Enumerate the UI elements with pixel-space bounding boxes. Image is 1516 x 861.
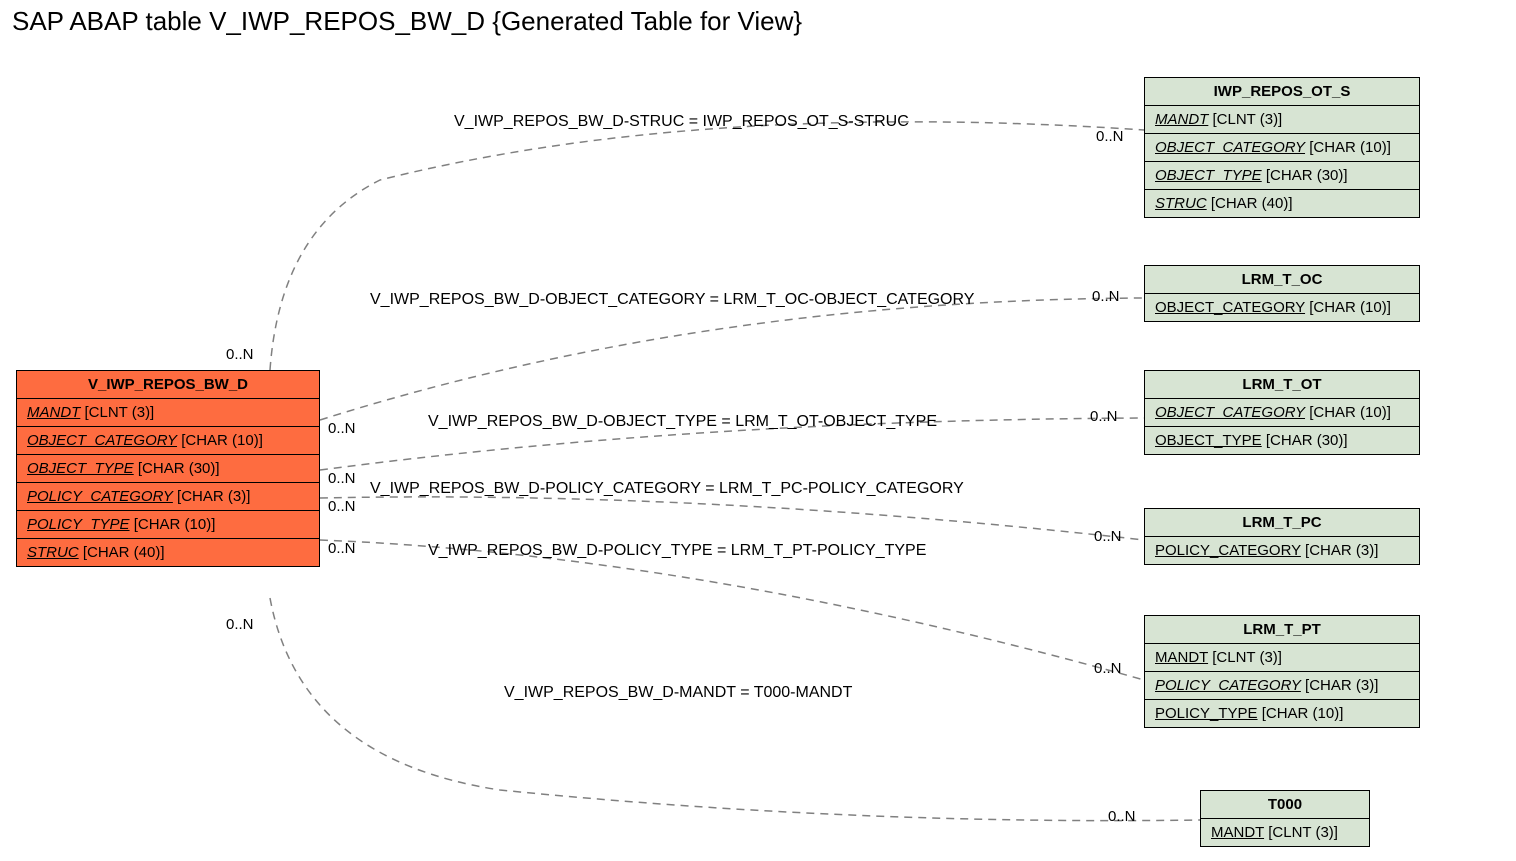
cardinality-source: 0..N bbox=[328, 420, 356, 437]
entity-field: MANDT [CLNT (3)] bbox=[1145, 644, 1419, 672]
edge-label: V_IWP_REPOS_BW_D-STRUC = IWP_REPOS_OT_S-… bbox=[454, 113, 909, 131]
entity-field: OBJECT_CATEGORY [CHAR (10)] bbox=[1145, 134, 1419, 162]
edge-label: V_IWP_REPOS_BW_D-POLICY_TYPE = LRM_T_PT-… bbox=[428, 542, 926, 560]
edge-label: V_IWP_REPOS_BW_D-MANDT = T000-MANDT bbox=[504, 684, 852, 702]
entity-field: POLICY_CATEGORY [CHAR (3)] bbox=[1145, 537, 1419, 564]
entity-header: LRM_T_OC bbox=[1145, 266, 1419, 294]
entity-field: MANDT [CLNT (3)] bbox=[1201, 819, 1369, 846]
entity-field: OBJECT_TYPE [CHAR (30)] bbox=[17, 455, 319, 483]
entity-field: OBJECT_CATEGORY [CHAR (10)] bbox=[17, 427, 319, 455]
cardinality-source: 0..N bbox=[226, 346, 254, 363]
entity-lrm_t_oc: LRM_T_OCOBJECT_CATEGORY [CHAR (10)] bbox=[1144, 265, 1420, 322]
entity-header: LRM_T_PC bbox=[1145, 509, 1419, 537]
cardinality-source: 0..N bbox=[328, 498, 356, 515]
entity-v_iwp_repos_bw_d: V_IWP_REPOS_BW_DMANDT [CLNT (3)]OBJECT_C… bbox=[16, 370, 320, 567]
entity-field: OBJECT_CATEGORY [CHAR (10)] bbox=[1145, 399, 1419, 427]
edge-label: V_IWP_REPOS_BW_D-OBJECT_TYPE = LRM_T_OT-… bbox=[428, 413, 937, 431]
cardinality-source: 0..N bbox=[328, 540, 356, 557]
entity-header: V_IWP_REPOS_BW_D bbox=[17, 371, 319, 399]
entity-field: POLICY_CATEGORY [CHAR (3)] bbox=[1145, 672, 1419, 700]
cardinality-source: 0..N bbox=[328, 470, 356, 487]
entity-field: STRUC [CHAR (40)] bbox=[17, 539, 319, 566]
entity-field: POLICY_TYPE [CHAR (10)] bbox=[1145, 700, 1419, 727]
edge-label: V_IWP_REPOS_BW_D-POLICY_CATEGORY = LRM_T… bbox=[370, 480, 964, 498]
cardinality-dest: 0..N bbox=[1096, 128, 1124, 145]
entity-t000: T000MANDT [CLNT (3)] bbox=[1200, 790, 1370, 847]
cardinality-dest: 0..N bbox=[1094, 660, 1122, 677]
entity-field: OBJECT_TYPE [CHAR (30)] bbox=[1145, 162, 1419, 190]
entity-lrm_t_pc: LRM_T_PCPOLICY_CATEGORY [CHAR (3)] bbox=[1144, 508, 1420, 565]
cardinality-dest: 0..N bbox=[1090, 408, 1118, 425]
entity-field: MANDT [CLNT (3)] bbox=[17, 399, 319, 427]
page-title: SAP ABAP table V_IWP_REPOS_BW_D {Generat… bbox=[12, 6, 802, 37]
cardinality-dest: 0..N bbox=[1092, 288, 1120, 305]
entity-field: POLICY_TYPE [CHAR (10)] bbox=[17, 511, 319, 539]
edge-label: V_IWP_REPOS_BW_D-OBJECT_CATEGORY = LRM_T… bbox=[370, 291, 974, 309]
entity-iwp_repos_ot_s: IWP_REPOS_OT_SMANDT [CLNT (3)]OBJECT_CAT… bbox=[1144, 77, 1420, 218]
entity-header: T000 bbox=[1201, 791, 1369, 819]
cardinality-dest: 0..N bbox=[1094, 528, 1122, 545]
entity-header: LRM_T_PT bbox=[1145, 616, 1419, 644]
entity-field: MANDT [CLNT (3)] bbox=[1145, 106, 1419, 134]
entity-header: IWP_REPOS_OT_S bbox=[1145, 78, 1419, 106]
cardinality-dest: 0..N bbox=[1108, 808, 1136, 825]
entity-header: LRM_T_OT bbox=[1145, 371, 1419, 399]
cardinality-source: 0..N bbox=[226, 616, 254, 633]
entity-field: OBJECT_TYPE [CHAR (30)] bbox=[1145, 427, 1419, 454]
entity-lrm_t_pt: LRM_T_PTMANDT [CLNT (3)]POLICY_CATEGORY … bbox=[1144, 615, 1420, 728]
entity-field: OBJECT_CATEGORY [CHAR (10)] bbox=[1145, 294, 1419, 321]
entity-field: POLICY_CATEGORY [CHAR (3)] bbox=[17, 483, 319, 511]
entity-field: STRUC [CHAR (40)] bbox=[1145, 190, 1419, 217]
entity-lrm_t_ot: LRM_T_OTOBJECT_CATEGORY [CHAR (10)]OBJEC… bbox=[1144, 370, 1420, 455]
